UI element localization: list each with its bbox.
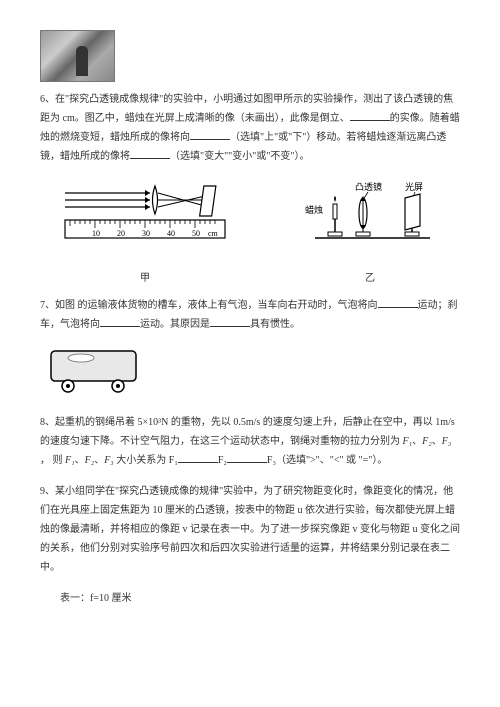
q6-figures: 10 20 30 40 50 cm 甲 蜡烛 凸透镜 光屏 (60, 178, 440, 288)
svg-text:凸透镜: 凸透镜 (355, 181, 382, 192)
tanker-figure (46, 346, 460, 401)
q9-num: 9、 (40, 486, 55, 497)
q7-num: 7、 (40, 300, 55, 311)
blank (227, 451, 267, 463)
ruler-lens-diagram: 10 20 30 40 50 cm (60, 178, 230, 258)
blank (350, 109, 390, 121)
q9-t1: 某小组同学在"探究凸透镜成像的规律"实验中，为了研究物距变化时，像距变化的情况，… (40, 486, 460, 573)
fig-jia-col: 10 20 30 40 50 cm 甲 (60, 178, 230, 288)
svg-text:10: 10 (92, 229, 100, 238)
blank (178, 451, 218, 463)
q8-t6: F₃（选填">"、"<" 或 "="）。 (267, 455, 387, 466)
svg-text:40: 40 (167, 229, 175, 238)
q8-t5: F₂ (218, 455, 227, 466)
q8-f2: F₂ (422, 436, 432, 447)
q8-f3b: F₃ (104, 455, 114, 466)
q8-force: 5×10³N (138, 417, 169, 428)
q7-t1: 如图 的运输液体货物的槽车，液体上有气泡，当车向右开动时，气泡将向 (55, 300, 378, 311)
table-caption: 表一：f=10 厘米 (60, 589, 460, 608)
q8-f1b: F₁ (65, 455, 75, 466)
question-9: 9、某小组同学在"探究凸透镜成像的规律"实验中，为了研究物距变化时，像距变化的情… (40, 482, 460, 577)
svg-text:30: 30 (142, 229, 150, 238)
photo-image (40, 30, 115, 82)
q8-f3: F₃ (442, 436, 452, 447)
q6-num: 6、 (40, 94, 55, 105)
tanker-diagram (46, 346, 141, 394)
svg-text:cm: cm (208, 229, 219, 238)
svg-text:50: 50 (192, 229, 200, 238)
svg-text:蜡烛: 蜡烛 (305, 204, 323, 215)
q6-t2: cm。图乙中，蜡烛在光屏上成清晰的像（未画出），此像是倒立、 (63, 113, 350, 124)
blank (210, 315, 250, 327)
fig-yi-col: 蜡烛 凸透镜 光屏 乙 (300, 178, 440, 288)
q8-t1: 起重机的钢绳吊着 (55, 417, 138, 428)
blank (130, 147, 170, 159)
fig-jia-label: 甲 (60, 269, 230, 288)
q7-t3: 运动。其原因是 (140, 319, 210, 330)
question-7: 7、如图 的运输液体货物的槽车，液体上有气泡，当车向右开动时，气泡将向运动；刹车… (40, 296, 460, 334)
blank (378, 296, 418, 308)
blank (190, 128, 230, 140)
q8-num: 8、 (40, 417, 55, 428)
q8-t3: ， 则 (40, 455, 65, 466)
q7-t4: 具有惯性。 (250, 319, 300, 330)
q8-f2b: F₂ (85, 455, 95, 466)
blank (100, 315, 140, 327)
q6-t5: （选填"变大""变小"或"不变"）。 (170, 151, 310, 162)
question-8: 8、起重机的钢绳吊着 5×10³N 的重物，先以 0.5m/s 的速度匀速上升，… (40, 413, 460, 470)
svg-text:20: 20 (117, 229, 125, 238)
svg-text:光屏: 光屏 (405, 181, 423, 192)
q8-t4: 大小关系为 F₁ (114, 455, 178, 466)
q8-f1: F₁ (403, 436, 413, 447)
question-6: 6、在"探究凸透镜成像规律"的实验中，小明通过如图甲所示的实验操作，测出了该凸透… (40, 90, 460, 166)
fig-yi-label: 乙 (300, 269, 440, 288)
candle-lens-screen-diagram: 蜡烛 凸透镜 光屏 (300, 178, 440, 258)
